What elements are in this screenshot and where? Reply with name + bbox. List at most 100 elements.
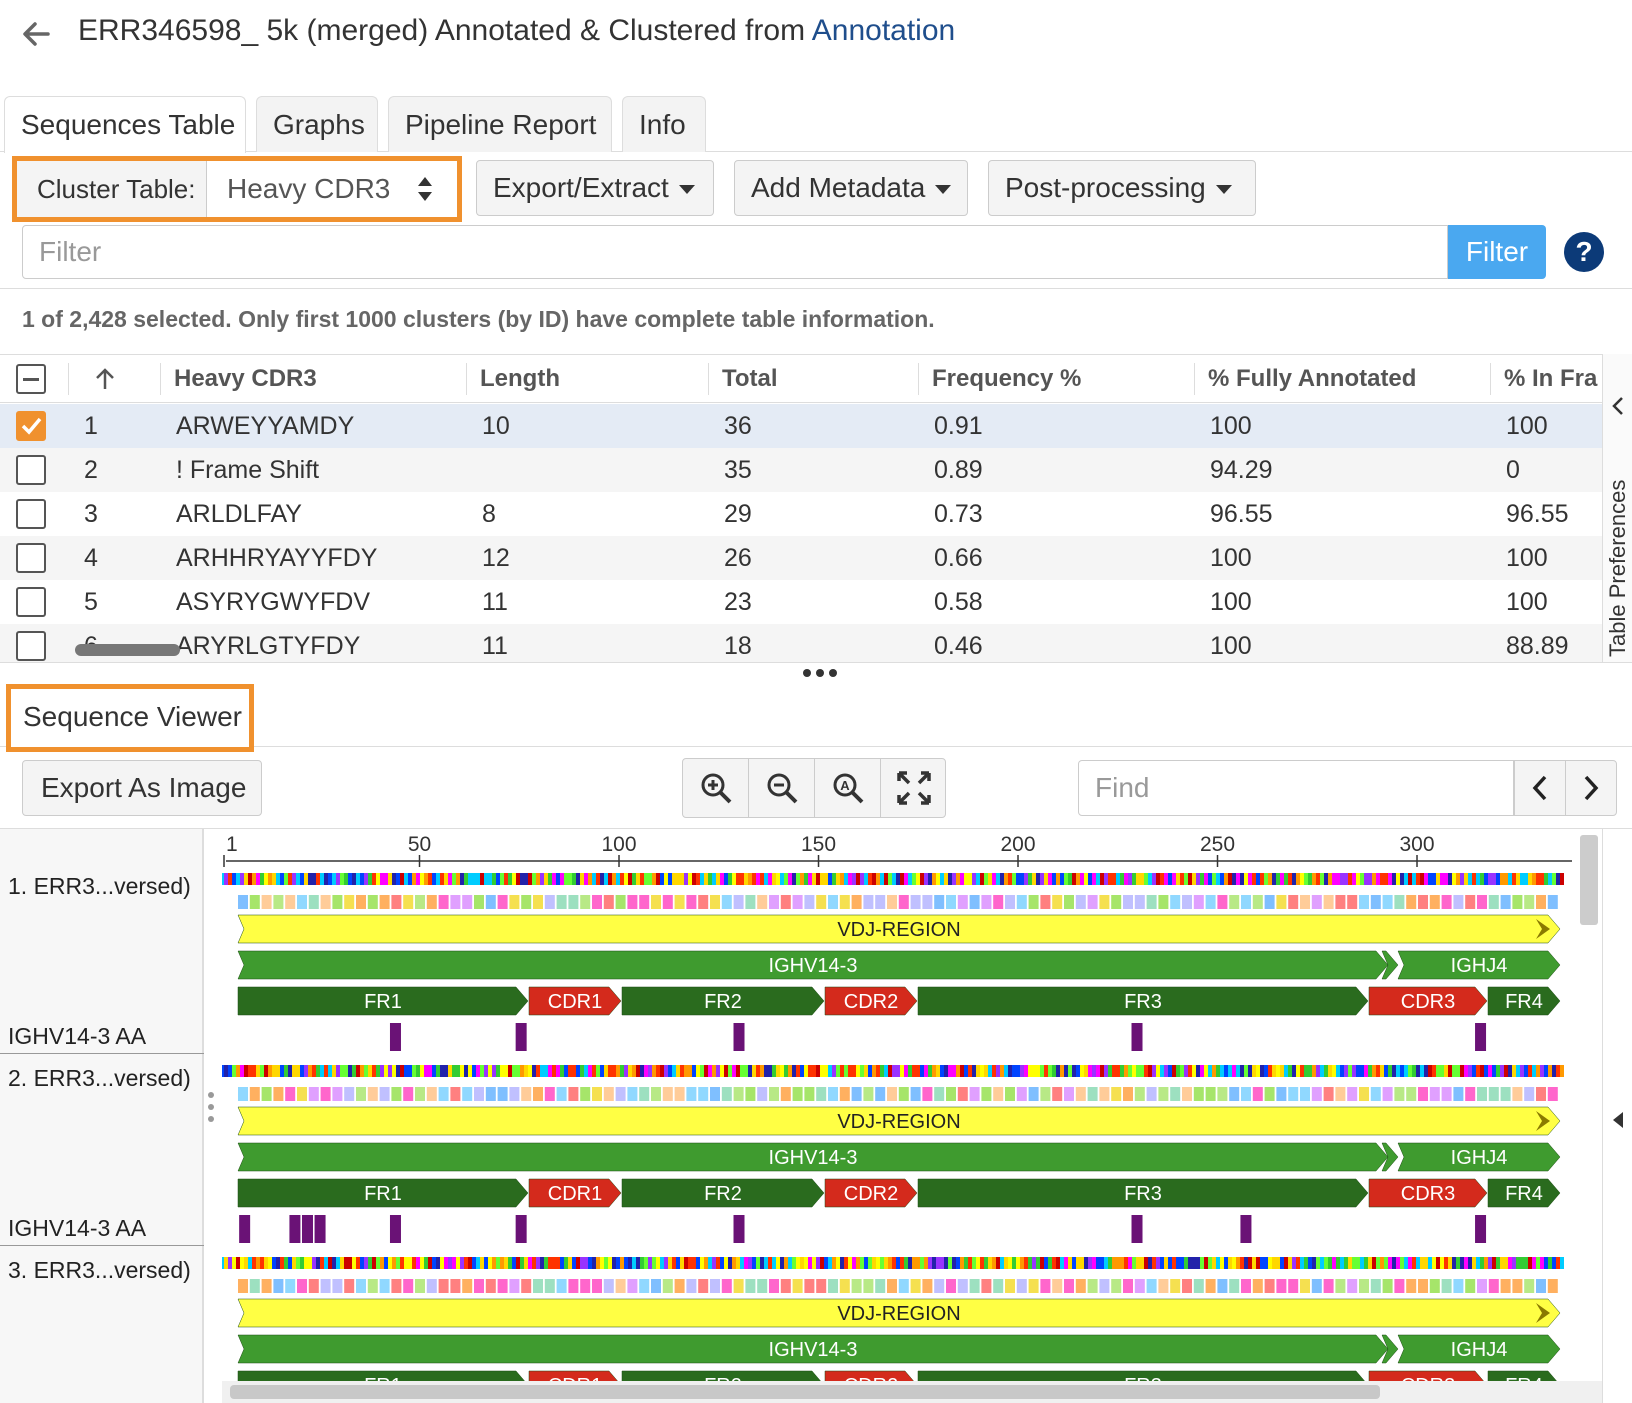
row-checkbox[interactable]: [16, 411, 46, 441]
sequence-label[interactable]: 3. ERR3...versed): [8, 1257, 191, 1283]
column-header-heavy-cdr3[interactable]: Heavy CDR3: [174, 365, 317, 392]
table-row[interactable]: 2 ! Frame Shift 35 0.89 94.29 0: [0, 448, 1602, 492]
tab-info[interactable]: Info: [622, 96, 706, 152]
select-all-checkbox[interactable]: [16, 364, 46, 394]
nucleotide-cell: [1200, 873, 1204, 885]
amino-acid-cell: [769, 1279, 779, 1293]
nucleotide-cell: [640, 873, 644, 885]
row-checkbox[interactable]: [16, 455, 46, 485]
row-checkbox[interactable]: [16, 543, 46, 573]
post-processing-button[interactable]: Post-processing: [988, 160, 1256, 216]
back-arrow-icon[interactable]: [18, 14, 58, 54]
tab-sequence-viewer[interactable]: Sequence Viewer: [6, 684, 254, 752]
nucleotide-cell: [600, 873, 604, 885]
export-as-image-button[interactable]: Export As Image: [22, 760, 262, 816]
nucleotide-cell: [408, 1257, 412, 1269]
table-row[interactable]: 1 ARWEYYAMDY 10 36 0.91 100 100: [0, 404, 1602, 448]
table-row[interactable]: 6 ARYRLGTYFDY 11 18 0.46 100 88.89: [0, 624, 1602, 662]
viewer-vertical-scrollbar[interactable]: [1578, 835, 1600, 1395]
amino-acid-cell: [297, 1279, 307, 1293]
row-fully-annotated: 100: [1210, 544, 1252, 572]
amino-acid-cell: [1323, 1087, 1334, 1101]
viewer-side-panel-toggle[interactable]: [1602, 829, 1632, 1403]
column-header-fully-annotated[interactable]: % Fully Annotated: [1208, 365, 1417, 392]
amino-acid-cell: [686, 1279, 697, 1293]
column-resize-grip-icon[interactable]: [207, 1089, 215, 1129]
nucleotide-cell: [932, 1257, 936, 1269]
nucleotide-cell: [1256, 1257, 1260, 1269]
nucleotide-cell: [284, 1257, 288, 1269]
viewer-horizontal-scrollbar[interactable]: [222, 1381, 1602, 1403]
table-horizontal-scrollbar[interactable]: [75, 644, 180, 656]
nucleotide-cell: [272, 1257, 276, 1269]
help-icon[interactable]: ?: [1563, 231, 1605, 273]
table-preferences-panel-toggle[interactable]: Table Preferences: [1602, 354, 1632, 662]
nucleotide-cell: [604, 873, 608, 885]
sequence-label[interactable]: 1. ERR3...versed): [8, 873, 191, 899]
nucleotide-cell: [476, 1257, 480, 1269]
row-checkbox[interactable]: [16, 587, 46, 617]
column-header-in-frame[interactable]: % In Fra: [1504, 365, 1598, 392]
scrollbar-thumb[interactable]: [230, 1385, 1380, 1399]
export-extract-button[interactable]: Export/Extract: [476, 160, 714, 216]
nucleotide-cell: [260, 1065, 264, 1077]
zoom-auto-button[interactable]: A: [815, 759, 881, 817]
amino-acid-cell: [544, 1279, 555, 1293]
nucleotide-cell: [1360, 1065, 1364, 1077]
tab-graphs[interactable]: Graphs: [256, 96, 378, 152]
nucleotide-cell: [320, 873, 324, 885]
fit-to-window-button[interactable]: [881, 759, 947, 817]
amino-acid-cell: [1252, 1279, 1263, 1293]
drag-handle-dots-icon[interactable]: [802, 668, 838, 678]
table-row[interactable]: 3 ARLDLFAY 8 29 0.73 96.55 96.55: [0, 492, 1602, 536]
nucleotide-cell: [236, 873, 240, 885]
zoom-out-button[interactable]: [749, 759, 815, 817]
zoom-in-button[interactable]: [683, 759, 749, 817]
tab-pipeline-report[interactable]: Pipeline Report: [388, 96, 612, 152]
nucleotide-cell: [1148, 1257, 1152, 1269]
nucleotide-cell: [884, 1065, 888, 1077]
nucleotide-cell: [604, 1257, 608, 1269]
nucleotide-cell: [1252, 873, 1256, 885]
column-header-length[interactable]: Length: [480, 365, 560, 392]
tab-sequences-table[interactable]: Sequences Table: [4, 96, 246, 153]
sequence-label[interactable]: 2. ERR3...versed): [8, 1065, 191, 1091]
amino-acid-cell: [1359, 1087, 1369, 1101]
filter-button[interactable]: Filter: [1448, 225, 1546, 279]
amino-acid-cell: [1205, 1087, 1216, 1101]
nucleotide-cell: [856, 1257, 860, 1269]
nucleotide-cell: [896, 1257, 900, 1269]
nucleotide-cell: [1328, 873, 1332, 885]
nucleotide-cell: [1252, 1065, 1256, 1077]
add-metadata-button[interactable]: Add Metadata: [734, 160, 968, 216]
find-previous-button[interactable]: [1515, 761, 1566, 815]
find-input[interactable]: Find: [1078, 760, 1514, 816]
column-header-total[interactable]: Total: [722, 365, 778, 392]
table-row[interactable]: 5 ASYRYGWYFDV 11 23 0.58 100 100: [0, 580, 1602, 624]
row-id: 5: [84, 588, 98, 616]
nucleotide-cell: [1472, 1257, 1476, 1269]
row-checkbox[interactable]: [16, 499, 46, 529]
mutation-marker: [733, 1023, 745, 1051]
nucleotide-cell: [380, 1257, 384, 1269]
cluster-table-select[interactable]: Heavy CDR3: [209, 161, 454, 217]
scrollbar-thumb[interactable]: [1580, 835, 1598, 925]
annotation-link[interactable]: Annotation: [811, 14, 956, 47]
sort-ascending-icon[interactable]: [94, 367, 116, 391]
panel-resize-divider[interactable]: [0, 662, 1632, 686]
nucleotide-cell: [924, 1257, 928, 1269]
nucleotide-cell: [912, 1257, 916, 1269]
amino-acid-cell: [379, 1087, 390, 1101]
sequence-tracks[interactable]: 1 50 100 150 200 250 300 VDJ-REGION IGHV14-3 IGH…: [222, 829, 1577, 1403]
filter-input[interactable]: Filter: [22, 225, 1448, 279]
nucleotide-cell: [608, 1065, 612, 1077]
nucleotide-cell: [1208, 1257, 1212, 1269]
amino-acid-cell: [1205, 1279, 1216, 1293]
nucleotide-cell: [800, 1257, 804, 1269]
row-checkbox[interactable]: [16, 631, 46, 661]
nucleotide-cell: [284, 1065, 288, 1077]
column-header-frequency[interactable]: Frequency %: [932, 365, 1082, 392]
find-next-button[interactable]: [1566, 761, 1617, 815]
table-row[interactable]: 4 ARHHRYAYYFDY 12 26 0.66 100 100: [0, 536, 1602, 580]
nucleotide-cell: [760, 873, 764, 885]
